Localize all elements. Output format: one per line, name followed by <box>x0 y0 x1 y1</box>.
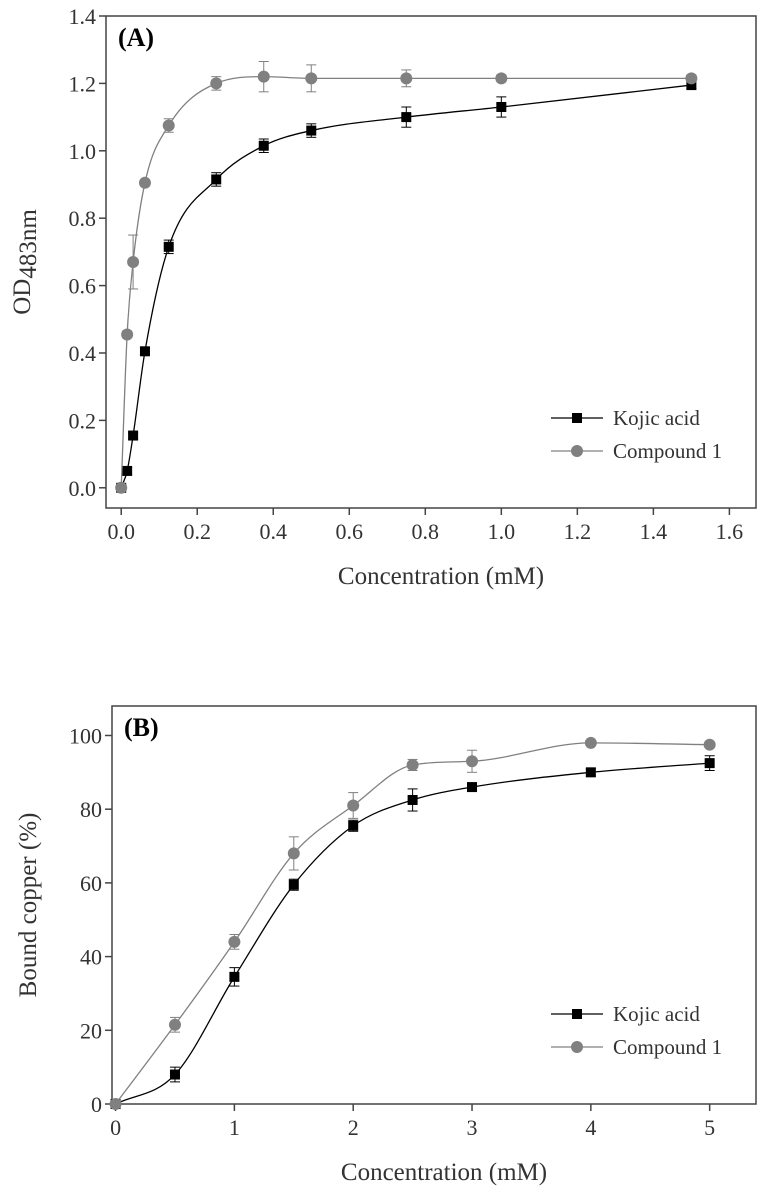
legend-label: Kojic acid <box>613 406 700 430</box>
legend-marker <box>572 413 582 423</box>
y-tick-label: 1.4 <box>69 4 97 29</box>
marker <box>229 971 240 982</box>
marker <box>211 174 222 185</box>
marker <box>138 176 151 189</box>
marker <box>163 241 174 252</box>
y-axis-label-main: Bound copper (%) <box>15 813 42 998</box>
marker <box>258 140 269 151</box>
marker <box>466 755 479 768</box>
marker <box>703 738 716 751</box>
y-tick-label: 40 <box>80 945 102 970</box>
marker <box>685 72 698 85</box>
x-axis-label: Concentration (mM) <box>338 563 544 590</box>
marker <box>686 80 697 91</box>
marker <box>585 767 596 778</box>
x-tick-label: 0.6 <box>336 519 364 544</box>
y-tick-label: 0.2 <box>69 408 97 433</box>
marker <box>121 328 134 341</box>
legend-marker <box>571 445 583 457</box>
marker <box>168 1018 181 1031</box>
marker <box>109 1098 122 1110</box>
x-tick-label: 0 <box>110 1115 121 1140</box>
x-tick-label: 1.0 <box>488 519 516 544</box>
y-axis-label-main: OD <box>9 279 36 315</box>
marker <box>122 465 133 476</box>
marker <box>115 481 128 494</box>
y-tick-label: 0.6 <box>69 274 97 299</box>
marker <box>348 820 359 831</box>
marker <box>128 430 139 441</box>
y-tick-label: 20 <box>80 1018 102 1043</box>
x-tick-label: 0.8 <box>412 519 440 544</box>
y-tick-label: 0.0 <box>69 476 97 501</box>
x-tick-label: 1.2 <box>564 519 592 544</box>
x-tick-label: 4 <box>585 1115 596 1140</box>
x-tick-label: 1.4 <box>640 519 668 544</box>
panel-label: (B) <box>124 713 159 742</box>
plot-frame <box>105 15 757 509</box>
marker <box>704 758 715 769</box>
legend-label: Kojic acid <box>613 1002 700 1026</box>
marker <box>306 125 317 136</box>
y-axis-label: OD483nm <box>9 209 42 315</box>
y-tick-label: 1.2 <box>69 71 97 96</box>
marker <box>287 847 300 860</box>
y-tick-label: 0 <box>91 1092 102 1117</box>
marker <box>162 119 175 132</box>
y-tick-label: 80 <box>80 797 102 822</box>
plot-frame <box>111 705 757 1105</box>
x-tick-label: 1 <box>229 1115 240 1140</box>
marker <box>210 77 223 90</box>
x-tick-label: 0.4 <box>260 519 288 544</box>
legend-label: Compound 1 <box>613 439 722 463</box>
marker <box>139 346 150 357</box>
marker <box>584 736 597 749</box>
legend-marker <box>571 1041 583 1053</box>
legend-marker <box>572 1009 582 1019</box>
y-axis-label: Bound copper (%) <box>15 813 42 998</box>
marker <box>127 256 140 268</box>
x-tick-label: 2 <box>348 1115 359 1140</box>
marker <box>288 879 299 890</box>
x-tick-label: 0.0 <box>107 519 135 544</box>
marker <box>347 799 360 812</box>
marker <box>228 935 241 948</box>
x-tick-label: 5 <box>704 1115 715 1140</box>
marker <box>257 70 270 83</box>
marker <box>407 794 418 805</box>
x-tick-label: 1.6 <box>716 519 744 544</box>
x-tick-label: 3 <box>467 1115 478 1140</box>
fit-line <box>120 84 692 488</box>
marker <box>496 101 507 112</box>
x-tick-label: 0.2 <box>183 519 211 544</box>
marker <box>401 112 412 123</box>
y-tick-label: 60 <box>80 871 102 896</box>
fit-line <box>120 76 692 488</box>
marker <box>467 782 478 793</box>
marker <box>400 72 413 85</box>
y-axis-label-subscript: 483nm <box>15 209 42 279</box>
x-axis-label: Concentration (mM) <box>341 1159 547 1186</box>
legend-label: Compound 1 <box>613 1035 722 1059</box>
marker <box>495 72 508 85</box>
y-tick-label: 0.8 <box>69 206 97 231</box>
y-tick-label: 100 <box>69 723 102 748</box>
y-tick-label: 0.4 <box>69 341 97 366</box>
marker <box>305 72 318 85</box>
marker <box>406 758 419 771</box>
y-tick-label: 1.0 <box>69 139 97 164</box>
marker <box>169 1069 180 1080</box>
panel-label: (A) <box>118 23 154 52</box>
